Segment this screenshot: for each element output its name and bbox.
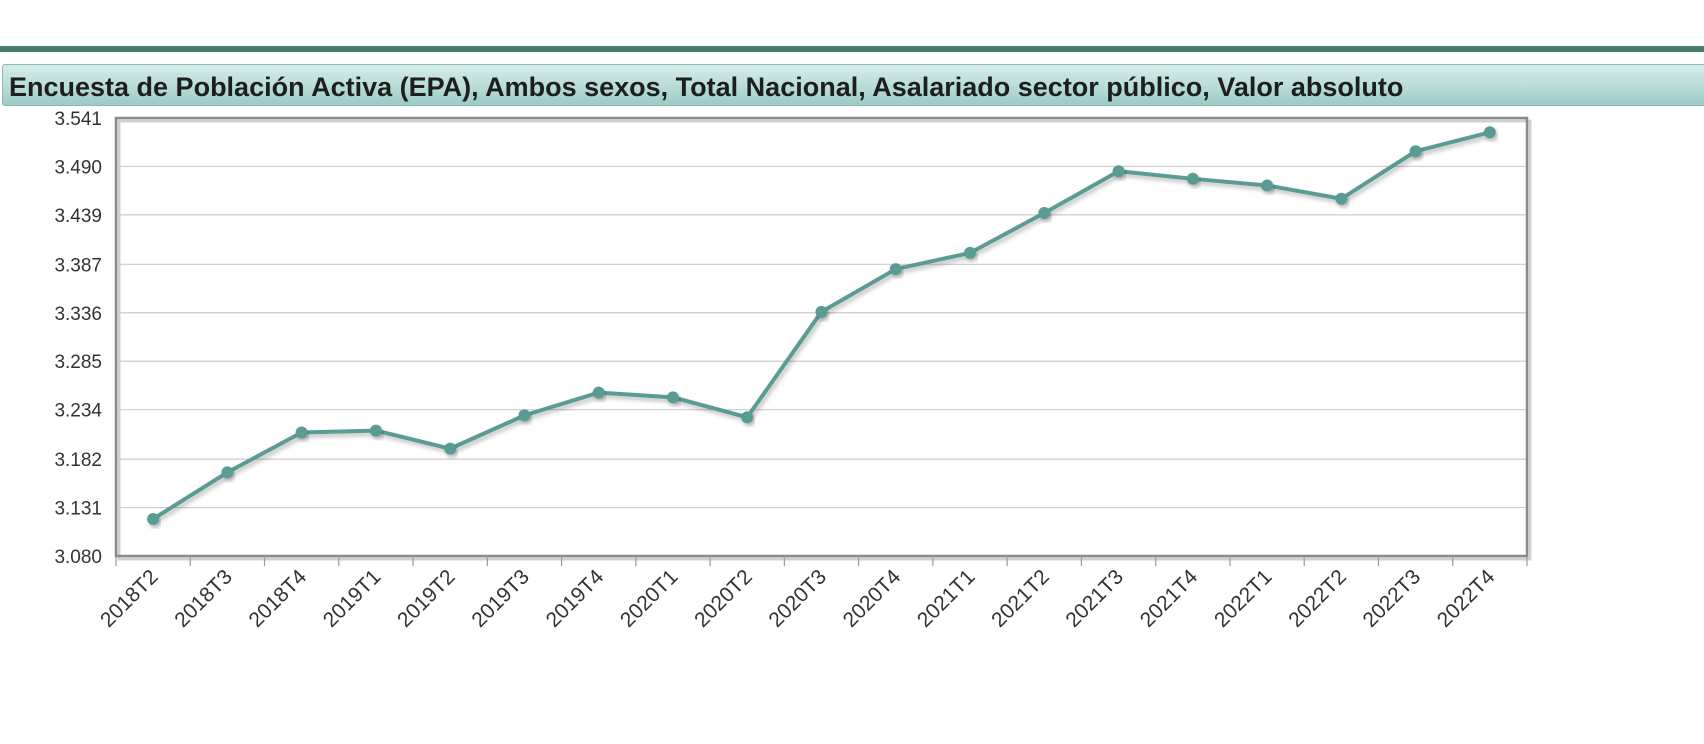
frame-shadow [117, 119, 1532, 561]
data-point[interactable] [444, 442, 457, 455]
x-tick-label: 2022T1 [1210, 565, 1277, 632]
data-point[interactable] [741, 411, 754, 424]
data-point[interactable] [518, 409, 531, 422]
x-tick-label: 2020T4 [839, 565, 906, 632]
grid-lines [116, 117, 1527, 557]
y-tick-label: 3.541 [54, 109, 102, 130]
x-tick-label: 2019T4 [542, 565, 609, 632]
x-tick-label: 2020T3 [764, 565, 831, 632]
y-tick-label: 3.285 [54, 352, 102, 373]
x-tick-label: 2022T3 [1359, 565, 1426, 632]
y-tick-label: 3.234 [54, 401, 102, 422]
y-tick-label: 3.490 [54, 157, 102, 178]
data-point[interactable] [889, 263, 902, 276]
series [147, 126, 1496, 525]
data-point[interactable] [221, 466, 234, 479]
x-tick-label: 2019T1 [319, 565, 386, 632]
data-point[interactable] [1335, 192, 1348, 205]
x-tick-label: 2021T1 [913, 565, 980, 632]
y-tick-label: 3.387 [54, 255, 102, 276]
x-tick-label: 2020T2 [690, 565, 757, 632]
data-point[interactable] [1409, 145, 1422, 158]
x-tick-label: 2021T3 [1061, 565, 1128, 632]
x-tick-label: 2019T2 [393, 565, 460, 632]
data-point[interactable] [1261, 179, 1274, 192]
y-tick-label: 3.131 [54, 499, 102, 520]
x-tick-label: 2021T4 [1136, 565, 1203, 632]
x-tick-label: 2020T1 [616, 565, 683, 632]
y-tick-label: 3.182 [54, 450, 102, 471]
data-point[interactable] [295, 426, 308, 439]
data-point[interactable] [1186, 172, 1199, 185]
top-divider [0, 46, 1704, 52]
series-line [151, 130, 1492, 521]
data-point[interactable] [1112, 165, 1125, 178]
x-tick-label: 2018T2 [96, 565, 163, 632]
plot-frame [114, 116, 1532, 561]
x-tick-label: 2018T4 [245, 565, 312, 632]
data-point[interactable] [147, 512, 160, 525]
x-tick-label: 2022T2 [1284, 565, 1351, 632]
data-point[interactable] [964, 246, 977, 259]
x-tick-label: 2018T3 [170, 565, 237, 632]
data-point[interactable] [1038, 207, 1051, 220]
x-tick-label: 2022T4 [1433, 565, 1500, 632]
chart-title-bar: Encuesta de Población Activa (EPA), Ambo… [2, 64, 1704, 106]
y-tick-label: 3.439 [54, 206, 102, 227]
y-tick-label: 3.336 [54, 304, 102, 325]
y-tick-label: 3.080 [54, 547, 102, 568]
x-tick-label: 2021T2 [987, 565, 1054, 632]
data-point[interactable] [369, 424, 382, 437]
x-tick-label: 2019T3 [467, 565, 534, 632]
data-point[interactable] [1483, 126, 1496, 139]
plot-border [114, 116, 1529, 558]
data-point[interactable] [592, 386, 605, 399]
x-axis: 2018T2 2018T3 2018T4 2019T1 2019T2 2019T3 2019… [96, 556, 1528, 632]
data-point[interactable] [815, 305, 828, 318]
y-axis: 3.080 3.131 3.182 3.234 3.285 3.336 3.387 3.439… [54, 109, 102, 568]
chart-title: Encuesta de Población Activa (EPA), Ambo… [9, 72, 1404, 102]
data-point[interactable] [666, 391, 679, 404]
